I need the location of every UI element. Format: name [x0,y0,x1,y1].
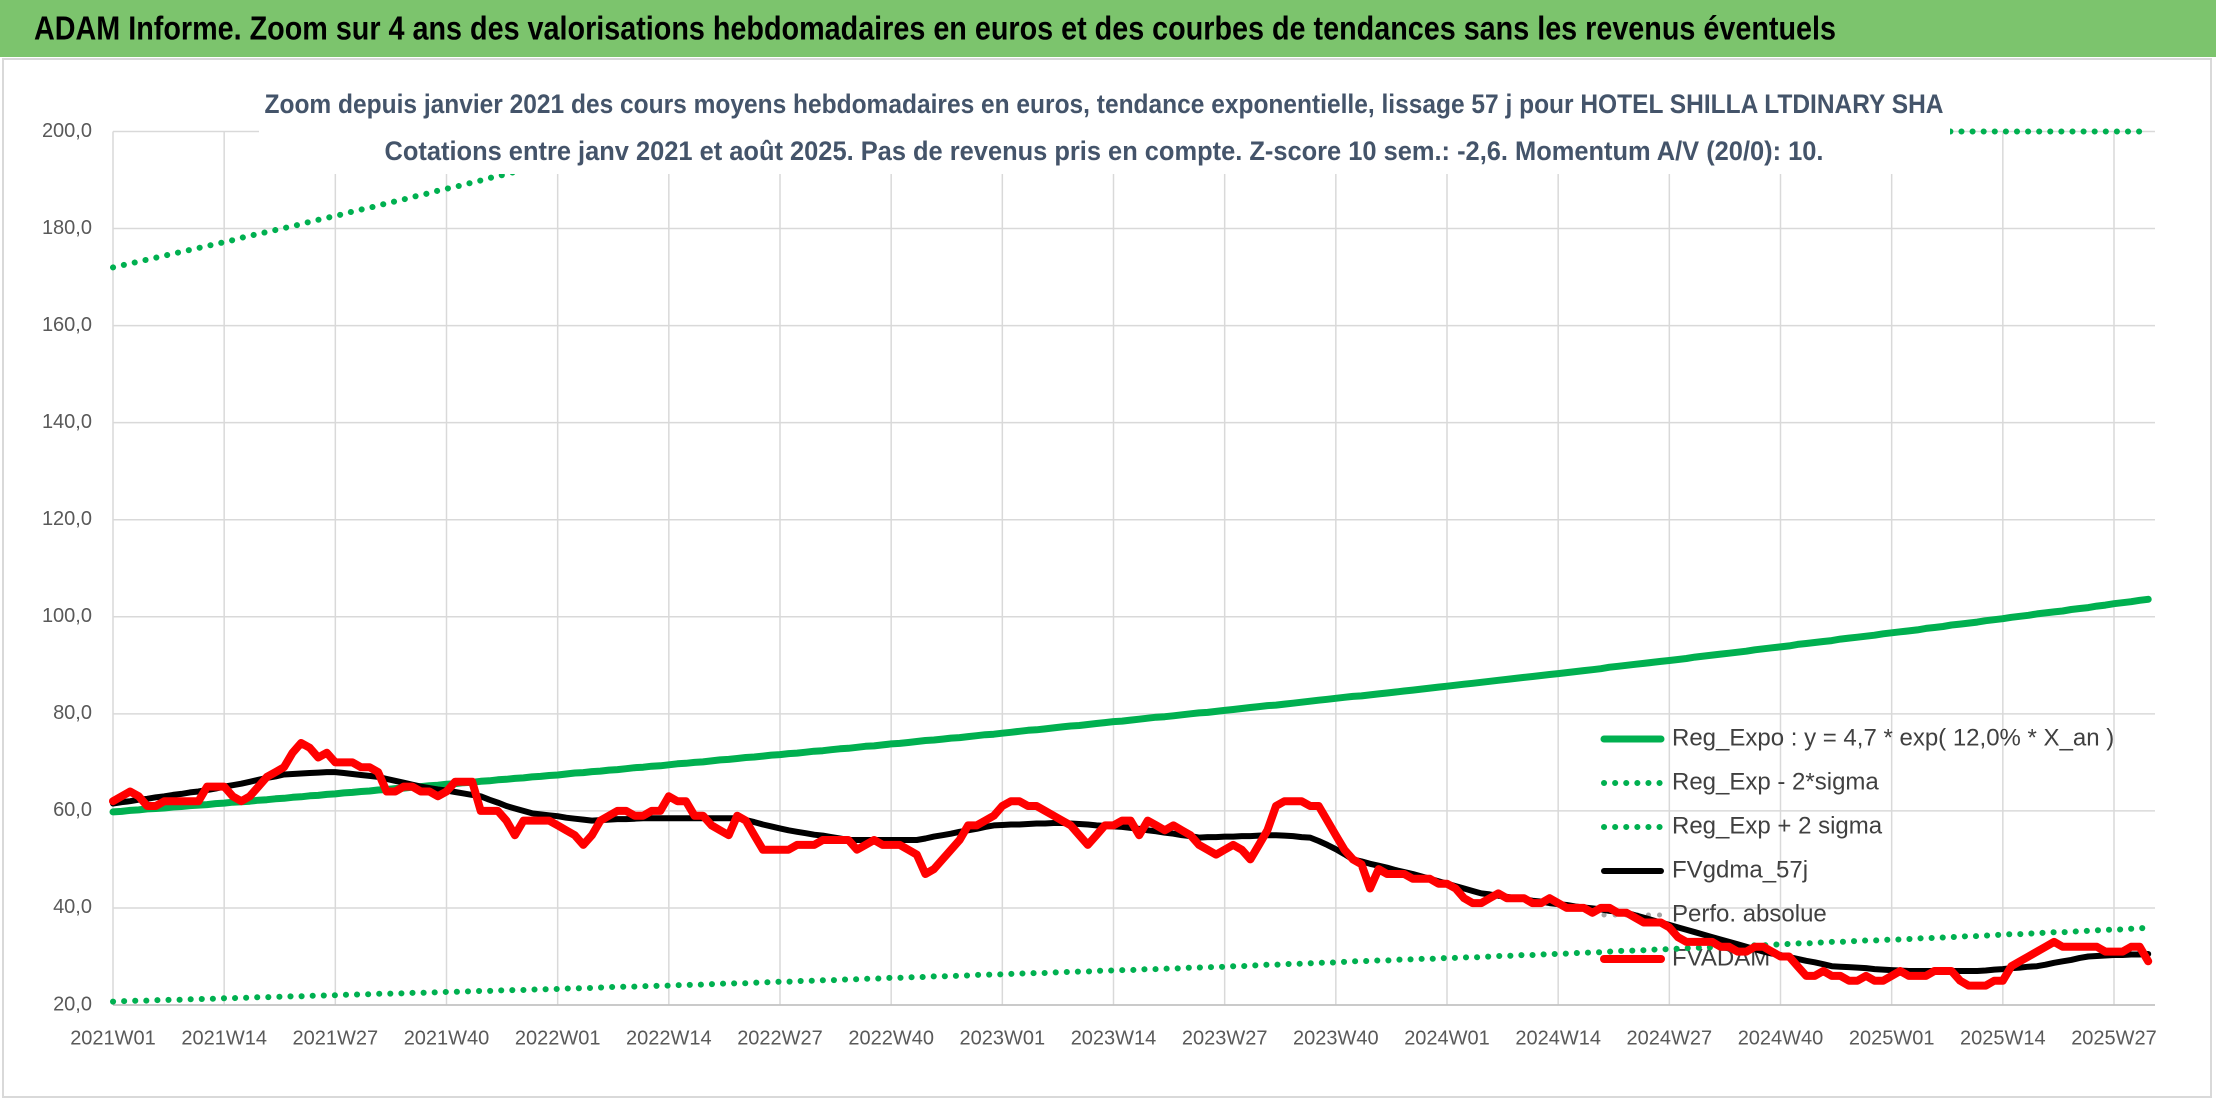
x-tick-label: 2024W27 [1627,1027,1713,1049]
series-line [110,924,2152,1005]
y-tick-label: 140,0 [42,411,92,433]
chart-title: Zoom depuis janvier 2021 des cours moyen… [265,89,1944,119]
chart-frame [2,58,2212,1098]
legend-label: Perfo. absolue [1672,900,1827,927]
x-tick-label: 2021W14 [181,1027,267,1049]
title-box [259,85,1950,174]
x-tick-label: 2025W01 [1849,1027,1935,1049]
legend-label: Reg_Exp - 2*sigma [1672,768,1879,795]
x-tick-label: 2021W01 [70,1027,156,1049]
x-tick-label: 2022W27 [737,1027,823,1049]
x-tick-label: 2021W40 [404,1027,490,1049]
y-tick-label: 200,0 [42,120,92,142]
x-tick-label: 2022W01 [515,1027,601,1049]
y-tick-label: 100,0 [42,605,92,627]
x-tick-label: 2023W14 [1071,1027,1157,1049]
x-tick-label: 2021W27 [293,1027,379,1049]
header-bar [0,0,2216,57]
y-tick-label: 180,0 [42,217,92,239]
x-tick-label: 2024W01 [1404,1027,1490,1049]
x-tick-label: 2022W40 [848,1027,934,1049]
y-tick-label: 20,0 [53,993,92,1015]
y-tick-label: 80,0 [53,702,92,724]
x-tick-label: 2024W40 [1738,1027,1824,1049]
series-line [109,739,2153,990]
legend-label: Reg_Expo : y = 4,7 * exp( 12,0% * X_an ) [1672,724,2114,751]
x-tick-label: 2025W14 [1960,1027,2046,1049]
x-tick-label: 2022W14 [626,1027,712,1049]
x-tick-label: 2023W40 [1293,1027,1379,1049]
header-title: ADAM Informe. Zoom sur 4 ans des valoris… [34,10,1836,47]
chart-subtitle: Cotations entre janv 2021 et août 2025. … [385,136,1824,166]
x-tick-label: 2025W27 [2071,1027,2157,1049]
legend-label: FVgdma_57j [1672,856,1808,883]
y-tick-label: 60,0 [53,799,92,821]
y-tick-label: 120,0 [42,508,92,530]
legend-label: Reg_Exp + 2 sigma [1672,812,1883,839]
x-tick-label: 2024W14 [1515,1027,1601,1049]
x-tick-label: 2023W01 [960,1027,1046,1049]
y-tick-label: 160,0 [42,314,92,336]
x-tick-label: 2023W27 [1182,1027,1268,1049]
y-tick-label: 40,0 [53,896,92,918]
